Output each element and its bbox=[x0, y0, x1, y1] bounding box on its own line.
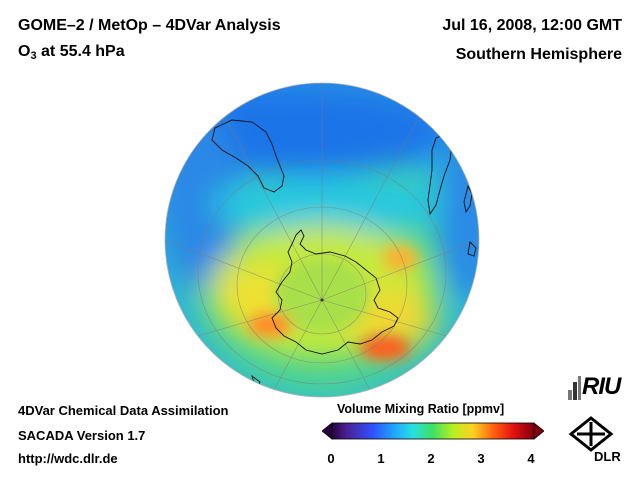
colorbar-gradient bbox=[331, 422, 535, 440]
graticule-meridian-7 bbox=[183, 299, 323, 341]
hemisphere-label: Southern Hemisphere bbox=[455, 46, 622, 63]
footer-url[interactable]: http://wdc.dlr.de bbox=[18, 451, 118, 466]
hotspot-east bbox=[360, 336, 410, 360]
species-symbol: O bbox=[18, 43, 31, 60]
date-label: Jul 16, 2008, 12:00 GMT bbox=[442, 17, 622, 34]
coastline-antarctica bbox=[271, 229, 399, 355]
pressure-level: at 55.4 hPa bbox=[36, 43, 125, 60]
graticule-meridian-2 bbox=[321, 239, 479, 301]
footer-line-2: SACADA Version 1.7 bbox=[18, 428, 146, 443]
species-level-label: O3 at 55.4 hPa bbox=[18, 43, 125, 62]
footer-line-1: 4DVar Chemical Data Assimilation bbox=[18, 403, 229, 418]
graticule-meridian-9 bbox=[273, 299, 323, 391]
dlr-logo-icon bbox=[568, 416, 614, 452]
species-subscript: 3 bbox=[30, 50, 37, 62]
graticule-meridian-3 bbox=[165, 239, 323, 301]
colorbar-max-arrow bbox=[533, 422, 544, 440]
colorbar-tick-3: 3 bbox=[477, 451, 485, 466]
coastline-australia bbox=[467, 241, 477, 257]
map-title: GOME–2 / MetOp – 4DVar Analysis bbox=[18, 17, 281, 34]
hotspot-northeast bbox=[382, 246, 418, 270]
hotspot-west bbox=[248, 313, 292, 337]
graticule-meridian-5 bbox=[223, 114, 323, 301]
colorbar bbox=[322, 422, 544, 440]
riu-logo-text: RIU bbox=[582, 373, 621, 400]
globe-outline bbox=[164, 82, 480, 398]
graticule-meridian-8 bbox=[321, 299, 371, 391]
colorbar-title: Volume Mixing Ratio [ppmv] bbox=[337, 402, 505, 416]
colorbar-tick-1: 1 bbox=[377, 451, 385, 466]
dlr-logo-text: DLR bbox=[594, 449, 621, 464]
colorbar-tick-0: 0 bbox=[327, 451, 335, 466]
graticule-meridian-4 bbox=[321, 114, 421, 301]
colorbar-tick-2: 2 bbox=[427, 451, 435, 466]
riu-logo-icon bbox=[568, 376, 581, 400]
south-pole-marker bbox=[320, 298, 324, 302]
coastline-south-america bbox=[211, 119, 285, 193]
graticule-meridian-6 bbox=[321, 299, 461, 341]
colorbar-tick-4: 4 bbox=[527, 451, 535, 466]
low-ozone-region-east bbox=[440, 140, 479, 300]
southern-hemisphere-ozone-map bbox=[164, 82, 480, 398]
colorbar-min-arrow bbox=[322, 422, 333, 440]
